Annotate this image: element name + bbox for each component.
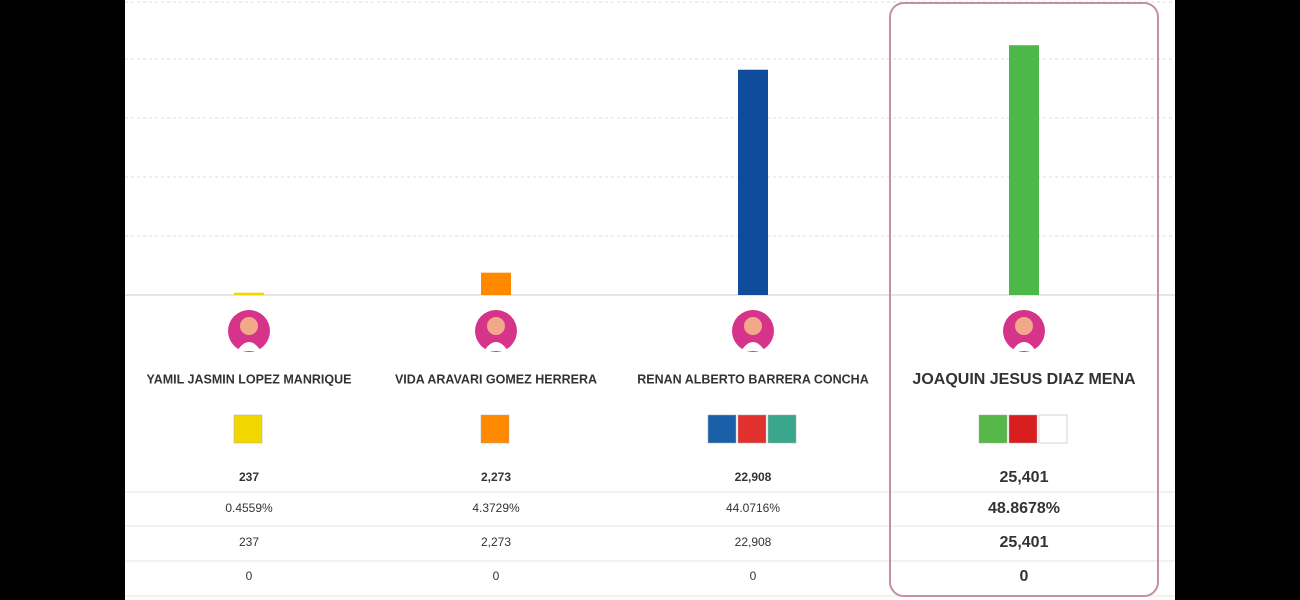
avatar-body <box>741 342 765 351</box>
candidate-name: VIDA ARAVARI GOMEZ HERRERA <box>395 372 597 386</box>
table-cell: 25,401 <box>1000 534 1049 551</box>
winner-highlight <box>889 2 1159 597</box>
votes: 25,401 <box>1000 469 1049 486</box>
table-cell: 0.4559% <box>225 501 273 515</box>
votes: 22,908 <box>735 470 772 484</box>
party-logo <box>233 414 263 444</box>
avatar <box>732 310 774 352</box>
avatar <box>228 310 270 352</box>
avatar-face <box>1015 317 1033 335</box>
table-cell: 22,908 <box>735 535 772 549</box>
avatar-body <box>237 342 261 351</box>
party-logo <box>978 414 1008 444</box>
party-logo <box>707 414 737 444</box>
table-cell: 0 <box>493 569 500 583</box>
bar <box>1009 45 1039 296</box>
panel <box>125 0 1175 600</box>
party-logo <box>1008 414 1038 444</box>
candidate-name: RENAN ALBERTO BARRERA CONCHA <box>637 372 868 386</box>
table-cell: 2,273 <box>481 535 511 549</box>
avatar-face <box>240 317 258 335</box>
table-cell: 0 <box>246 569 253 583</box>
party-logo <box>737 414 767 444</box>
candidate-name: YAMIL JASMIN LOPEZ MANRIQUE <box>147 372 352 386</box>
candidate-name: JOAQUIN JESUS DIAZ MENA <box>912 371 1136 388</box>
party-logo <box>767 414 797 444</box>
avatar <box>475 310 517 352</box>
table-cell: 4.3729% <box>472 501 520 515</box>
party-logo <box>480 414 510 444</box>
table-cell: 48.8678% <box>988 500 1060 517</box>
avatar-face <box>744 317 762 335</box>
bar <box>481 272 511 295</box>
party-logo <box>1038 414 1068 444</box>
avatar-body <box>484 342 508 351</box>
bar <box>234 292 264 295</box>
table-cell: 237 <box>239 535 259 549</box>
avatar-body <box>1012 342 1036 351</box>
table-cell: 0 <box>750 569 757 583</box>
votes: 2,273 <box>481 470 511 484</box>
avatar <box>1003 310 1045 352</box>
votes: 237 <box>239 470 259 484</box>
table-cell: 0 <box>1020 568 1029 585</box>
table-cell: 44.0716% <box>726 501 780 515</box>
avatar-face <box>487 317 505 335</box>
bar <box>738 69 768 295</box>
